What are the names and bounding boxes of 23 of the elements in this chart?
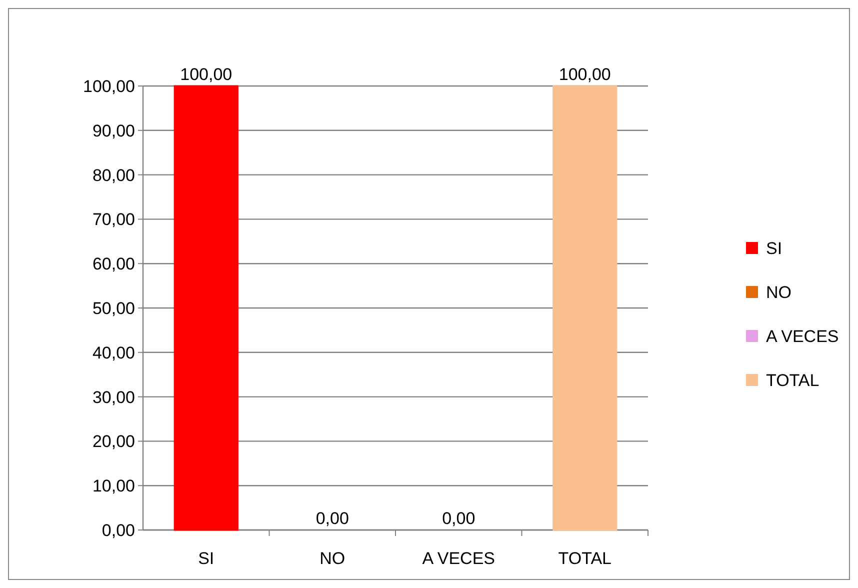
y-tick-label: 30,00 — [92, 388, 135, 407]
y-tick-label: 60,00 — [92, 254, 135, 274]
y-tick-label: 70,00 — [92, 210, 135, 230]
y-tick-label: 100,00 — [83, 76, 135, 96]
x-tick-label: TOTAL — [558, 549, 612, 568]
y-tick-label: 0,00 — [102, 520, 135, 540]
legend-label: TOTAL — [766, 370, 820, 390]
y-tick-label: 50,00 — [92, 298, 135, 318]
y-tick-label: 40,00 — [92, 343, 135, 362]
x-tick-label: NO — [320, 549, 346, 568]
y-tick-label: 80,00 — [92, 166, 135, 185]
data-label: 100,00 — [558, 65, 611, 84]
y-tick-label: 20,00 — [92, 432, 135, 452]
data-label: 0,00 — [442, 509, 476, 528]
y-tick-label: 10,00 — [92, 476, 135, 496]
data-label: 0,00 — [316, 509, 349, 528]
legend-label: NO — [766, 282, 792, 302]
legend-label: SI — [766, 238, 782, 258]
x-tick-label: SI — [198, 549, 214, 568]
y-tick-label: 90,00 — [92, 121, 135, 140]
legend-label: A VECES — [766, 326, 839, 346]
x-tick-label: A VECES — [422, 549, 496, 568]
data-label: 100,00 — [180, 65, 232, 84]
